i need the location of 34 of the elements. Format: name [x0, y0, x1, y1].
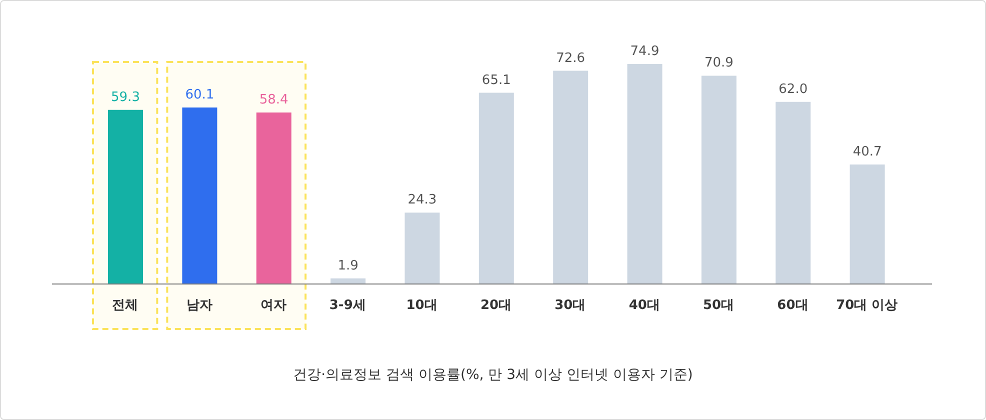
- bar: [404, 212, 440, 284]
- data-label: 70.9: [704, 56, 734, 71]
- bar: [478, 92, 514, 284]
- x-tick-label: 70대 이상: [836, 298, 898, 314]
- x-tick-label: 남자: [186, 298, 212, 314]
- x-tick-label: 30대: [554, 298, 586, 314]
- data-label: 65.1: [482, 72, 511, 88]
- x-tick-label: 20대: [480, 298, 512, 314]
- x-tick-label: 40대: [628, 298, 660, 314]
- bar: [256, 112, 292, 284]
- bar: [182, 107, 218, 284]
- data-label: 40.7: [852, 144, 882, 160]
- data-label: 60.1: [185, 87, 214, 102]
- x-tick-label: 전체: [112, 298, 138, 314]
- x-tick-label: 50대: [703, 298, 734, 314]
- bar: [330, 278, 366, 284]
- data-label: 74.9: [630, 44, 660, 59]
- x-tick-label: 10대: [406, 298, 438, 314]
- x-tick-label: 여자: [260, 298, 286, 314]
- bar: [627, 64, 662, 284]
- bar: [553, 70, 588, 284]
- data-label: 1.9: [338, 258, 358, 274]
- bar: [701, 76, 736, 284]
- data-label: 24.3: [408, 192, 437, 208]
- data-label: 59.3: [111, 90, 140, 105]
- bar: [850, 164, 885, 284]
- bar: [776, 102, 811, 284]
- data-label: 58.4: [259, 92, 288, 108]
- x-tick-label: 60대: [777, 298, 808, 314]
- x-tick-label: 3-9세: [329, 298, 366, 314]
- bar: [108, 110, 143, 284]
- data-label: 62.0: [778, 82, 808, 97]
- text: 건강·의료정보 검색 이용률(%, 만 3세 이상 인터넷 이용자 기준): [292, 366, 694, 384]
- data-label: 72.6: [556, 50, 586, 66]
